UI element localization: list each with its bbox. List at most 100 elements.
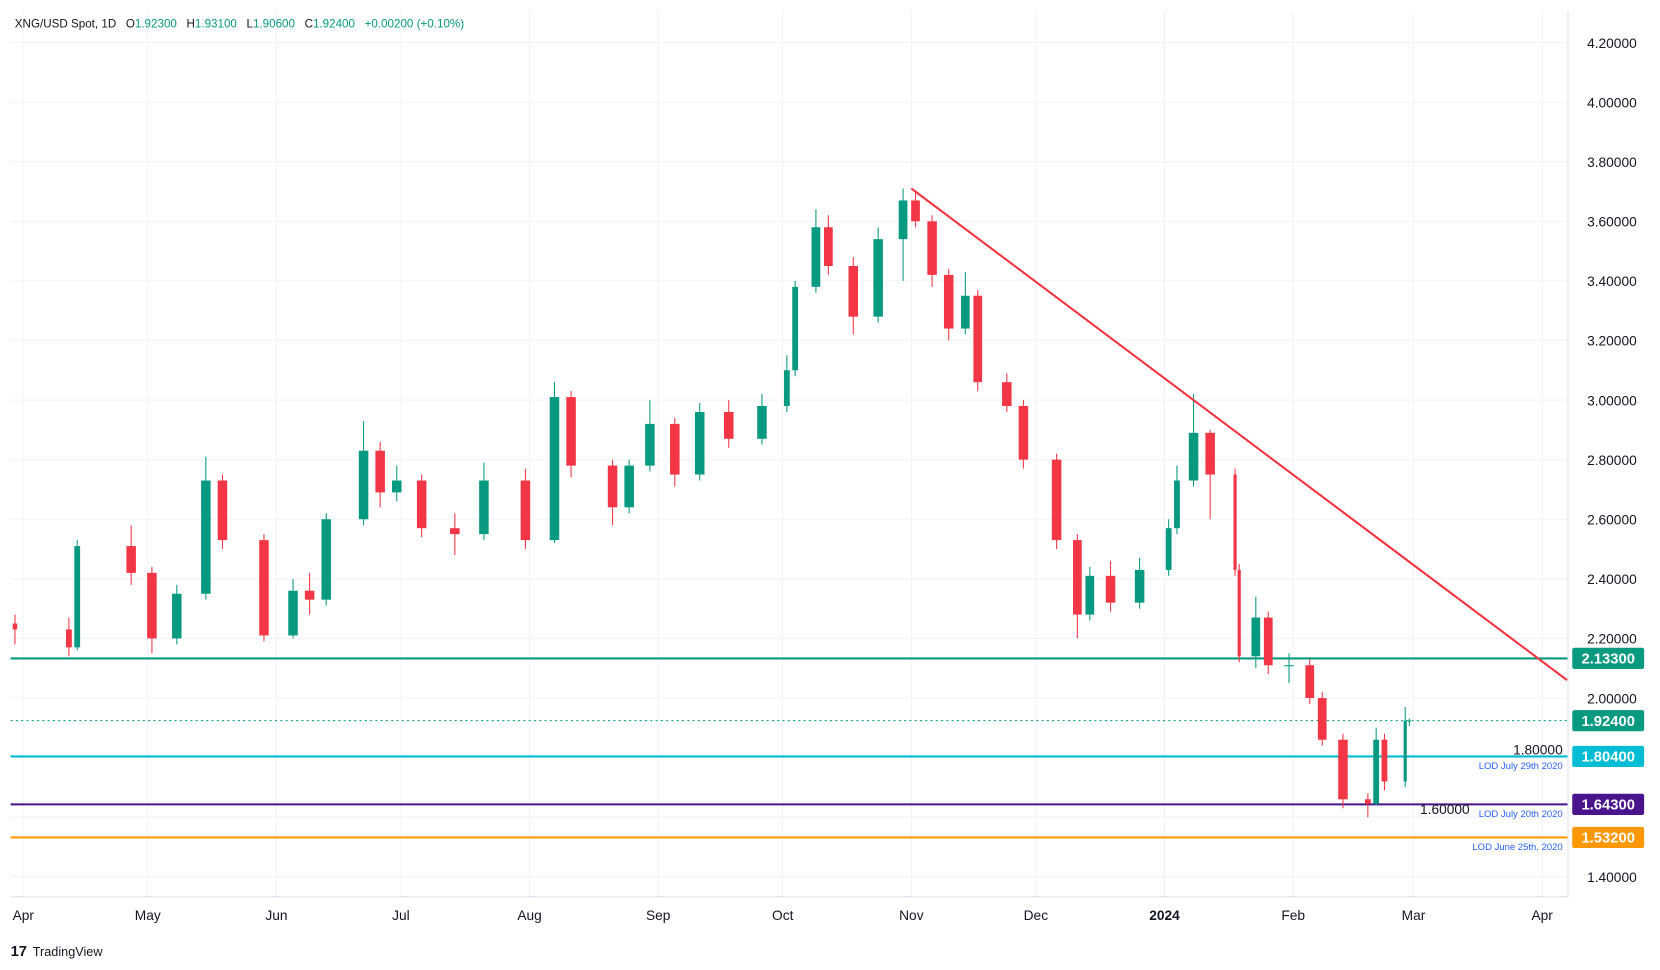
candle [520, 468, 531, 550]
horizontal-levels: LOD July 29th 2020 LOD July 20th 2020 LOD … [10, 657, 1569, 853]
y-tick-label: 3.20000 [1587, 334, 1637, 349]
low-value: 1.90600 [253, 18, 296, 31]
candle [1305, 659, 1315, 704]
candle [1251, 596, 1261, 669]
candle [873, 227, 883, 323]
price-label-box [1572, 745, 1645, 767]
candle-body [1381, 739, 1388, 782]
candle [645, 400, 655, 472]
candle [783, 355, 790, 412]
y-tick-label: 2.80000 [1587, 453, 1637, 468]
candle-body [1002, 382, 1012, 407]
candle-body [358, 450, 369, 520]
candle [1134, 557, 1145, 609]
y-tick-label: 3.40000 [1587, 274, 1637, 289]
candle-body [321, 519, 331, 600]
candle [1165, 519, 1172, 576]
x-tick-label: Jul [392, 908, 410, 923]
candle [172, 584, 182, 645]
candle [321, 513, 331, 606]
low-label: L [246, 18, 253, 31]
candle-body [960, 295, 970, 329]
candle [549, 382, 560, 544]
candle-body [172, 593, 182, 639]
x-tick-label: Nov [899, 908, 924, 923]
y-tick-label: 2.20000 [1587, 632, 1637, 647]
price-label-box [1572, 710, 1645, 732]
candle [74, 540, 81, 651]
candle-body [1188, 432, 1199, 481]
candle-body [873, 239, 883, 317]
candle-body [1403, 720, 1407, 782]
y-tick-label: 1.80000 [1513, 742, 1563, 757]
y-tick-label: 3.80000 [1587, 155, 1637, 170]
candle-body [304, 590, 315, 600]
y-tick-label: 2.60000 [1587, 513, 1637, 528]
price-label: 1.53200 [1581, 831, 1635, 847]
candle-body [450, 528, 460, 535]
y-tick-label: 3.60000 [1587, 215, 1637, 230]
candle [792, 280, 799, 377]
candle-body [1305, 665, 1315, 699]
candle [416, 474, 427, 538]
candle [1381, 733, 1388, 791]
level-note: LOD June 25th, 2020 [1472, 842, 1562, 853]
candle-body [566, 397, 576, 466]
trendline[interactable] [910, 187, 1568, 681]
logo-icon: 17 [11, 944, 27, 960]
candle [358, 420, 369, 526]
candle-body [1284, 665, 1294, 667]
price-label-box [1572, 793, 1645, 815]
candle [1105, 560, 1116, 612]
y-tick-label: 2.00000 [1587, 691, 1637, 706]
candle [126, 525, 136, 585]
price-label: 1.92400 [1581, 714, 1635, 730]
candle [1403, 706, 1407, 788]
candle-body [792, 286, 799, 371]
candle-body [126, 546, 136, 573]
close-label: C [305, 18, 313, 31]
y-tick-label: 3.00000 [1587, 393, 1637, 408]
candle [973, 289, 983, 392]
candle [824, 215, 833, 275]
price-axis[interactable]: 4.20000 4.00000 3.80000 3.60000 3.40000 3.200… [1420, 36, 1637, 885]
candle [1174, 465, 1180, 535]
y-tick-label: 1.60000 [1420, 802, 1470, 817]
time-axis[interactable]: Apr May Jun Jul Aug Sep Oct Nov Dec 2024 Feb Mar Apr [13, 908, 1554, 923]
logo-text: TradingView [33, 945, 104, 959]
candle-body [1174, 480, 1180, 529]
candle [1051, 453, 1062, 550]
candle-body [1134, 569, 1145, 603]
close-value: 1.92400 [313, 18, 356, 31]
candle-body [1051, 459, 1062, 541]
candle [1085, 566, 1095, 621]
candle [1237, 563, 1241, 663]
candle [259, 534, 269, 642]
tradingview-logo[interactable]: 17 TradingView [11, 944, 104, 960]
candle-body [1233, 474, 1237, 570]
x-tick-label: Aug [517, 908, 541, 923]
x-tick-label: Oct [772, 908, 794, 923]
candle [898, 188, 908, 281]
candle [1002, 373, 1012, 412]
price-labels: 2.13300 1.92400 1.80400 1.64300 1.53200 [1572, 647, 1645, 849]
candle [943, 268, 954, 341]
y-tick-label: 4.00000 [1587, 95, 1637, 110]
candle-body [911, 200, 920, 222]
x-tick-label: Jun [265, 908, 287, 923]
candle [811, 209, 821, 293]
grid [10, 10, 1569, 897]
candle-body [898, 200, 908, 240]
candle-body [927, 221, 937, 275]
candle-body [757, 406, 767, 439]
candle [217, 474, 228, 550]
y-tick-label: 1.40000 [1587, 870, 1637, 885]
candle-body [724, 411, 734, 439]
candle [694, 403, 705, 481]
candle [960, 271, 970, 335]
candle [1188, 394, 1199, 487]
level-note: LOD July 29th 2020 [1479, 761, 1563, 772]
candle-body [848, 265, 859, 317]
candle [848, 257, 859, 335]
